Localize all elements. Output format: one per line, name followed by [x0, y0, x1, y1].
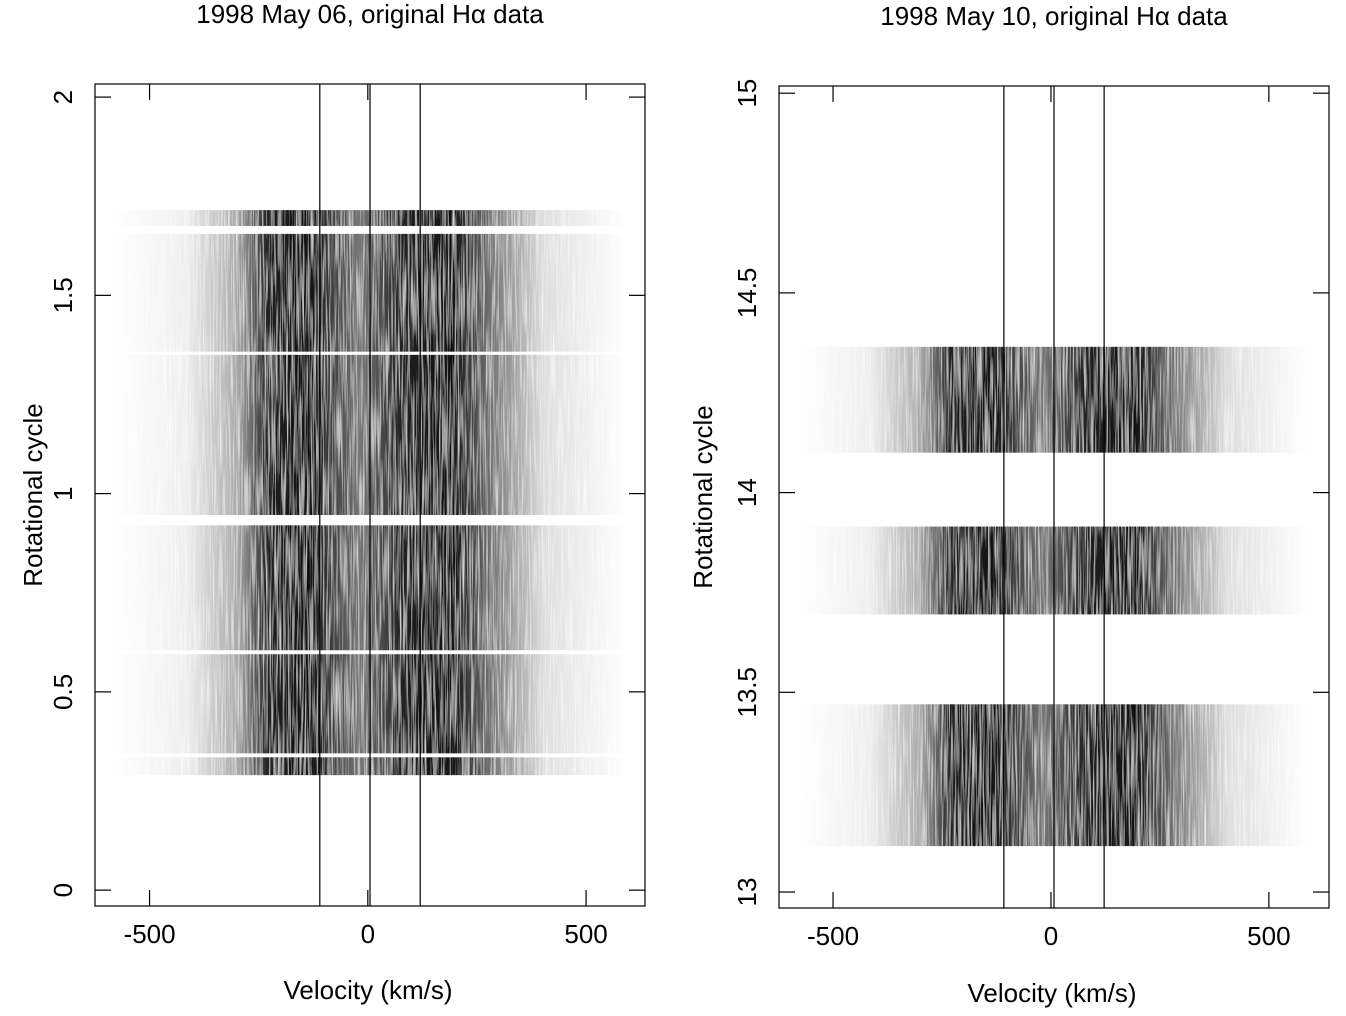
spectrum-band — [798, 704, 1309, 847]
chart-title: 1998 May 06, original Hα data — [196, 0, 544, 29]
y-tick-label: 0.5 — [48, 674, 78, 710]
y-axis-label: Rotational cycle — [18, 403, 48, 587]
axis-frame — [94, 83, 646, 907]
x-tick-label: 500 — [564, 919, 607, 949]
y-tick-label: 2 — [48, 90, 78, 104]
y-tick-label: 15 — [732, 79, 762, 108]
x-tick-label: 0 — [361, 919, 375, 949]
y-tick-label: 0 — [48, 883, 78, 897]
spectrum-band — [798, 526, 1309, 615]
y-tick-label: 1.5 — [48, 277, 78, 313]
y-axis-label: Rotational cycle — [688, 405, 718, 589]
spectrum-band — [798, 346, 1309, 453]
x-tick-label: 500 — [1247, 921, 1290, 951]
y-tick-label: 13 — [732, 878, 762, 907]
chart-title: 1998 May 10, original Hα data — [880, 1, 1228, 31]
x-axis-label: Velocity (km/s) — [967, 978, 1136, 1008]
x-axis-label: Velocity (km/s) — [283, 975, 452, 1005]
y-tick-label: 1 — [48, 486, 78, 500]
x-tick-label: -500 — [807, 921, 859, 951]
x-tick-label: -500 — [124, 919, 176, 949]
y-tick-label: 13.5 — [732, 667, 762, 718]
axis-frame — [778, 85, 1330, 909]
x-tick-label: 0 — [1044, 921, 1058, 951]
y-tick-label: 14 — [732, 478, 762, 507]
y-tick-label: 14.5 — [732, 268, 762, 319]
